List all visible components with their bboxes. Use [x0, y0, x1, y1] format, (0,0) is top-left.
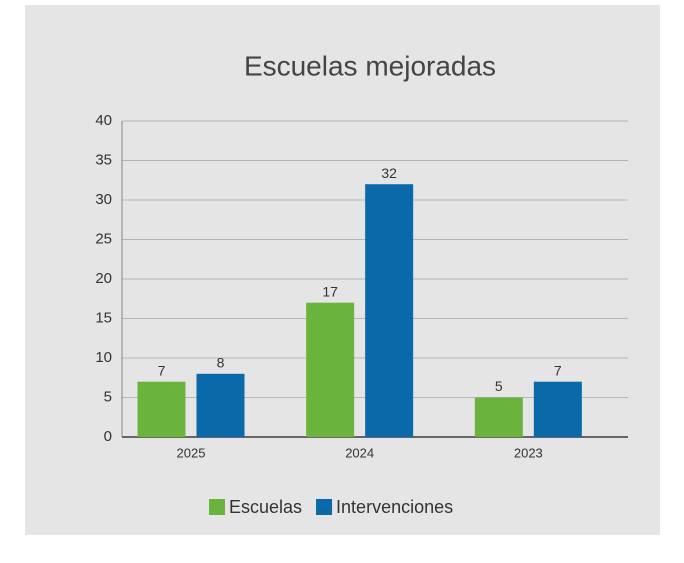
value-label: 17: [322, 283, 338, 299]
bar: [306, 302, 355, 437]
y-tick-label: 35: [95, 151, 112, 168]
x-tick-label: 2025: [177, 445, 206, 460]
bar: [474, 397, 523, 437]
y-tick-label: 20: [95, 270, 112, 287]
chart-background: [25, 5, 660, 535]
y-tick-label: 25: [95, 230, 112, 247]
legend-swatch: [209, 499, 225, 515]
x-tick-label: 2024: [345, 445, 374, 460]
y-tick-label: 5: [104, 388, 112, 405]
legend-label: Intervenciones: [336, 497, 453, 517]
legend-swatch: [316, 499, 333, 515]
y-tick-label: 10: [95, 349, 112, 366]
value-label: 5: [495, 378, 503, 394]
value-label: 8: [217, 355, 225, 371]
y-tick-label: 15: [95, 309, 112, 326]
value-label: 7: [554, 362, 562, 378]
bar: [365, 184, 414, 437]
y-tick-label: 0: [104, 428, 112, 445]
value-label: 32: [381, 165, 397, 181]
legend-label: Escuelas: [229, 497, 302, 517]
chart-title: Escuelas mejoradas: [244, 50, 496, 81]
bar: [533, 381, 582, 437]
y-tick-label: 40: [95, 112, 112, 129]
value-label: 7: [158, 362, 166, 378]
y-tick-label: 30: [95, 191, 112, 208]
bar: [196, 373, 245, 437]
bar: [137, 381, 186, 437]
x-tick-label: 2023: [514, 445, 543, 460]
